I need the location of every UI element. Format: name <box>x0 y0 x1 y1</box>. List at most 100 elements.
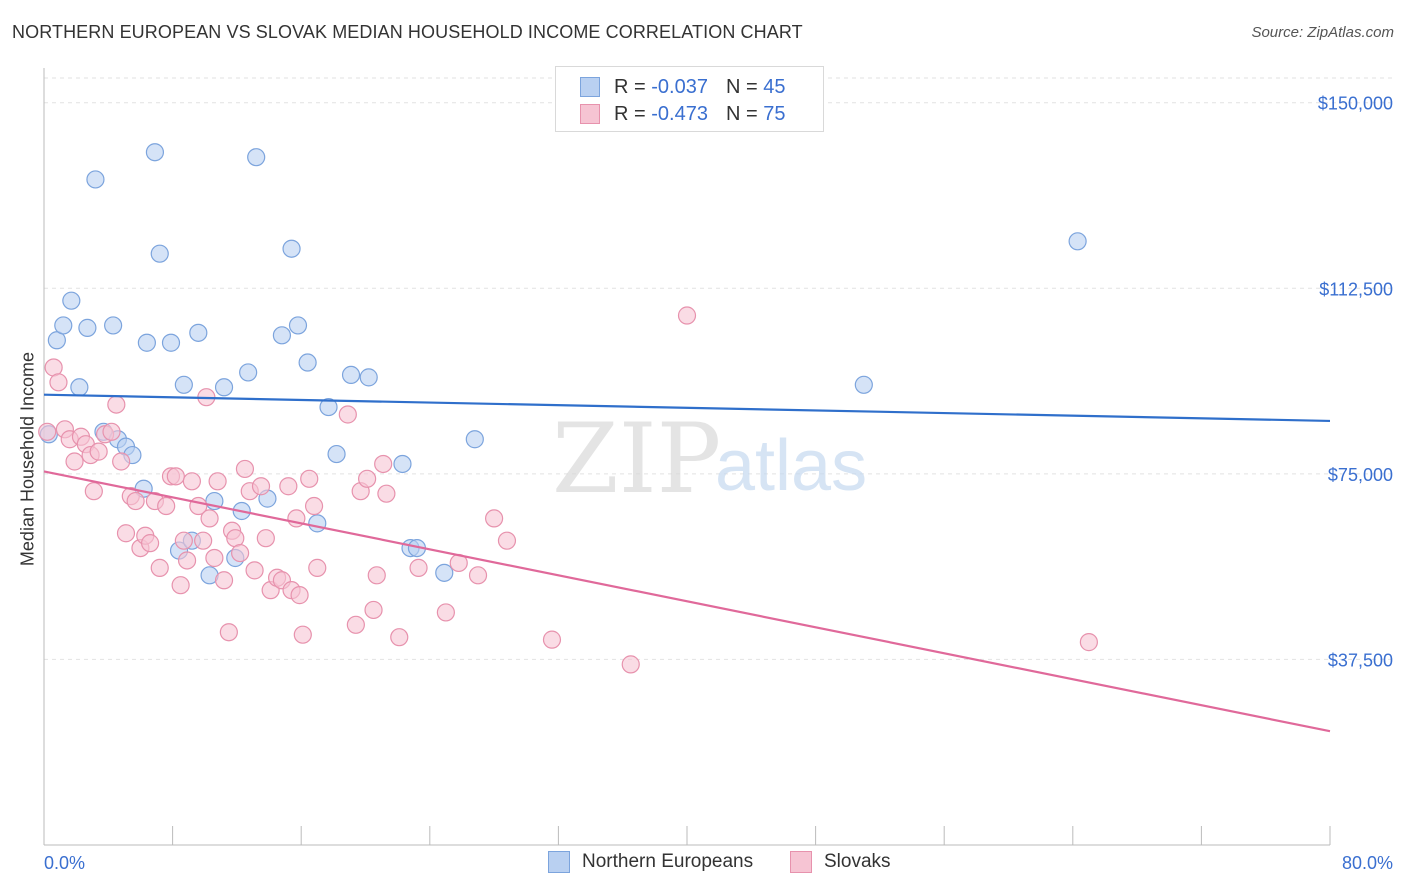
data-point-slovak <box>214 571 234 590</box>
data-point-northern-european <box>104 316 123 335</box>
data-point-slovak <box>174 531 193 550</box>
legend-label: Slovaks <box>824 851 891 872</box>
data-point-slovak <box>293 625 312 644</box>
legend-swatch-pink <box>580 104 600 124</box>
legend-label: Northern Europeans <box>582 851 754 872</box>
data-point-slovak <box>256 529 275 548</box>
data-point-slovak <box>300 469 319 488</box>
data-point-slovak <box>304 496 324 516</box>
legend-n-value: 45 <box>763 75 786 98</box>
data-point-slovak <box>468 566 488 585</box>
data-point-northern-european <box>854 375 873 394</box>
axes <box>43 68 1331 846</box>
data-point-northern-european <box>327 444 346 464</box>
data-point-slovak <box>194 531 213 550</box>
watermark-zip: ZIP <box>552 403 721 515</box>
data-point-northern-european <box>214 378 234 397</box>
trend-line-slovaks <box>43 470 1331 733</box>
data-point-slovak <box>126 491 145 511</box>
data-point-slovak <box>166 467 185 486</box>
legend-row-slovaks: R = -0.473 N = 75 <box>580 101 785 127</box>
data-point-northern-european <box>189 323 208 342</box>
data-point-slovak <box>231 543 250 563</box>
data-point-northern-european <box>272 326 292 345</box>
data-point-slovak <box>338 405 357 424</box>
watermark: ZIP atlas <box>552 403 867 515</box>
data-point-northern-european <box>308 514 327 533</box>
legend-r-label: R = <box>614 75 646 98</box>
data-point-slovak <box>245 561 264 580</box>
data-point-northern-european <box>86 170 105 189</box>
y-tick-label: $150,000 <box>1318 94 1393 114</box>
data-point-slovak <box>621 655 640 674</box>
data-point-slovak <box>542 630 562 649</box>
series-northern-europeans <box>39 143 1087 585</box>
legend-n-value: 75 <box>763 102 786 125</box>
data-point-northern-european <box>465 430 484 449</box>
data-point-northern-european <box>359 368 378 387</box>
trend-line-northern-europeans <box>43 393 1331 423</box>
data-point-slovak <box>219 623 238 642</box>
legend-n-label: N = <box>725 75 758 98</box>
data-point-slovak <box>157 496 176 516</box>
data-point-slovak <box>235 459 255 479</box>
y-axis-title: Median Household Income <box>17 351 38 567</box>
data-point-slovak <box>1079 633 1098 652</box>
data-point-slovak <box>436 603 455 622</box>
x-tick-labels: 0.0% 80.0% <box>44 853 1393 873</box>
data-point-slovak <box>364 600 383 620</box>
legend-item-northern-europeans[interactable]: Northern Europeans <box>548 851 753 873</box>
data-point-slovak <box>150 558 169 577</box>
correlation-legend: R = -0.037 N = 45 R = -0.473 N = 75 <box>555 66 824 132</box>
data-point-slovak <box>84 482 103 501</box>
data-point-slovak <box>38 422 57 441</box>
series-legend: Northern Europeans Slovaks <box>0 851 1406 877</box>
data-point-northern-european <box>62 291 81 310</box>
data-point-northern-european <box>1068 232 1087 251</box>
legend-r-value: -0.037 <box>651 75 708 98</box>
data-point-slovak <box>140 534 160 553</box>
data-point-northern-european <box>70 378 89 397</box>
data-point-slovak <box>182 472 201 491</box>
data-point-northern-european <box>161 333 181 352</box>
y-tick-labels: $37,500 $75,000 $112,500 $150,000 <box>1318 94 1393 671</box>
legend-swatch-blue <box>548 851 570 873</box>
data-point-slovak <box>49 373 68 392</box>
watermark-atlas: atlas <box>715 426 867 506</box>
data-point-slovak <box>367 566 386 585</box>
data-point-slovak <box>177 551 197 570</box>
data-point-slovak <box>171 576 190 595</box>
legend-item-slovaks[interactable]: Slovaks <box>790 851 891 873</box>
data-point-slovak <box>116 524 136 543</box>
data-point-slovak <box>677 306 697 325</box>
data-point-slovak <box>390 628 409 647</box>
x-tick-label-min: 0.0% <box>44 853 85 873</box>
legend-swatch-blue <box>580 77 600 97</box>
data-point-slovak <box>112 452 131 471</box>
data-point-slovak <box>346 615 365 634</box>
data-point-northern-european <box>298 353 317 372</box>
data-point-northern-european <box>435 563 454 582</box>
data-point-northern-european <box>174 375 193 394</box>
data-point-slovak <box>409 558 428 577</box>
data-point-northern-european <box>282 239 301 258</box>
data-point-slovak <box>485 509 504 528</box>
y-tick-label: $75,000 <box>1328 465 1393 485</box>
data-point-slovak <box>65 452 84 471</box>
y-tick-label: $37,500 <box>1328 650 1393 670</box>
data-point-northern-european <box>239 363 258 382</box>
legend-r-value: -0.473 <box>651 102 708 125</box>
trend-lines <box>43 393 1331 733</box>
data-point-slovak <box>200 509 219 528</box>
legend-row-northern-europeans: R = -0.037 N = 45 <box>580 74 785 100</box>
legend-n-label: N = <box>725 102 758 125</box>
series-slovaks <box>38 306 1098 674</box>
data-point-slovak <box>290 586 309 605</box>
data-point-slovak <box>208 472 227 491</box>
x-tick-label-max: 80.0% <box>1342 853 1393 873</box>
data-point-slovak <box>89 442 108 461</box>
data-point-northern-european <box>54 316 73 335</box>
data-point-northern-european <box>341 365 361 385</box>
data-point-slovak <box>308 558 327 577</box>
